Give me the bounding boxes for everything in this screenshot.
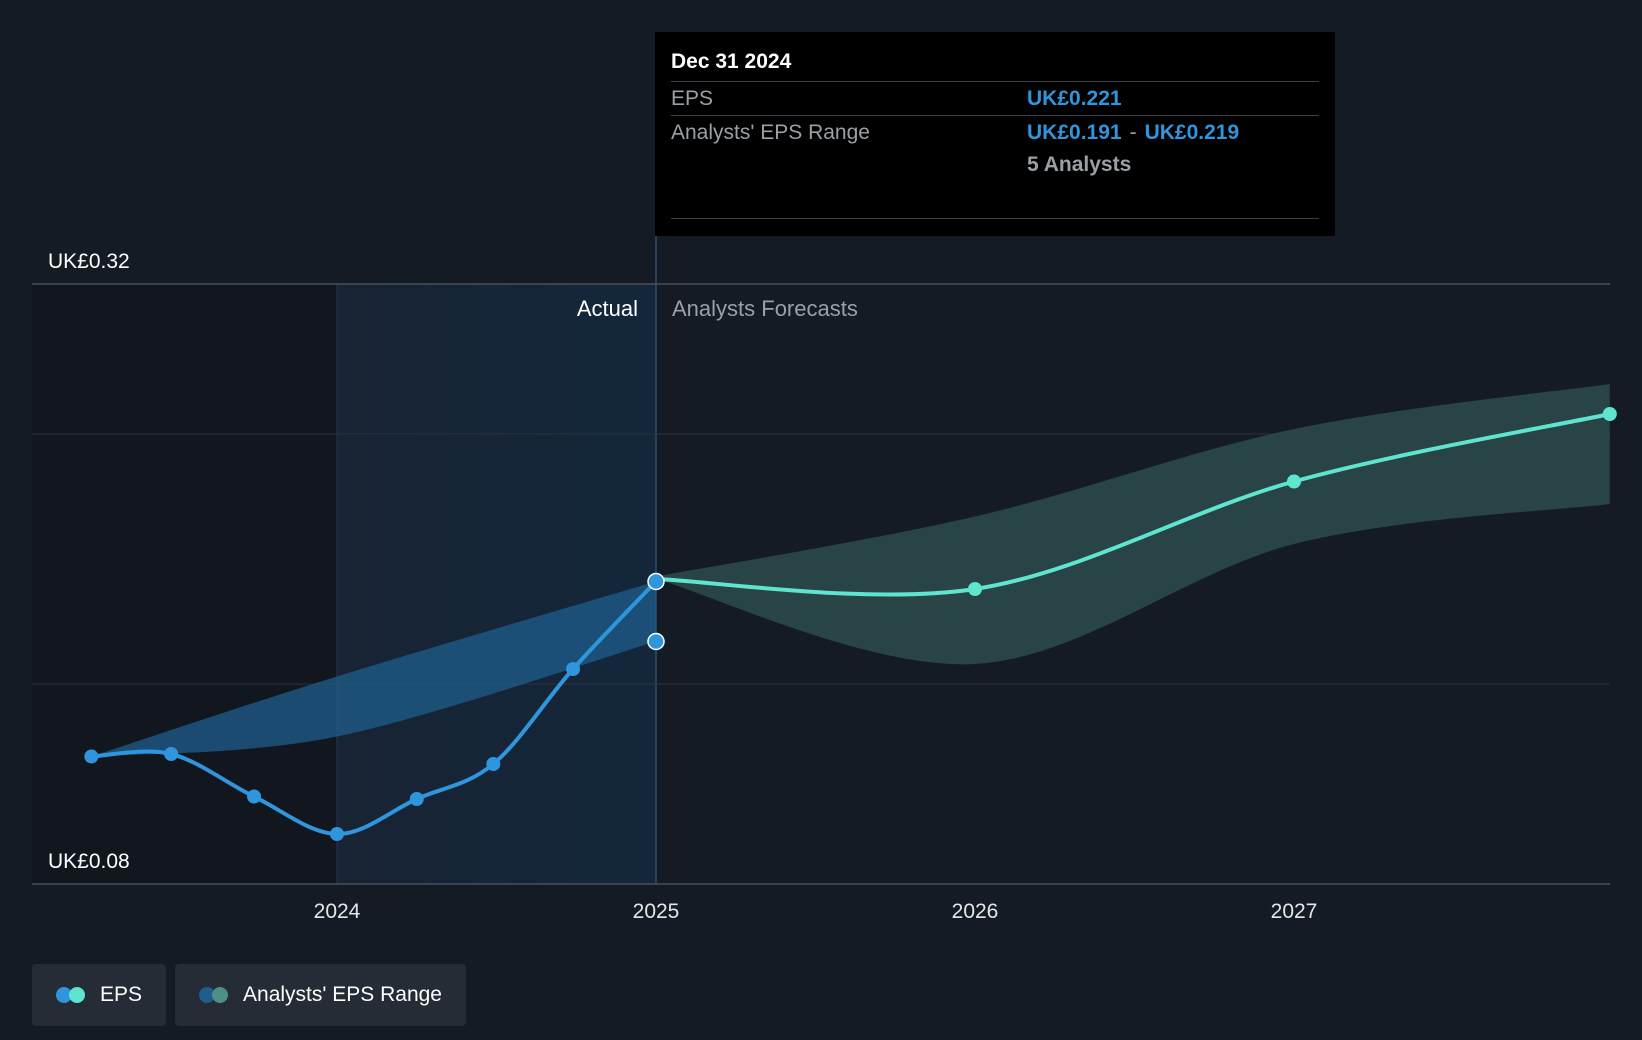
actual-eps-point xyxy=(647,572,665,591)
chart-background-layer xyxy=(32,236,657,884)
actual-eps-point xyxy=(84,749,99,764)
tooltip-range-label: Analysts' EPS Range xyxy=(671,120,870,144)
x-tick-label: 2024 xyxy=(314,900,361,923)
range-low-marker xyxy=(647,632,665,651)
tooltip-eps-label: EPS xyxy=(671,86,714,110)
forecast-eps-point xyxy=(1602,407,1617,421)
tooltip-eps-row: EPS UK£0.221 xyxy=(671,82,1319,116)
legend-eps-label: EPS xyxy=(100,983,143,1006)
tooltip-range-separator: - xyxy=(1129,120,1137,144)
x-tick-label: 2027 xyxy=(1271,900,1318,923)
actual-eps-point xyxy=(409,792,424,806)
x-tick-label: 2025 xyxy=(633,900,680,923)
legend-range-label: Analysts' EPS Range xyxy=(243,983,442,1006)
actual-period-shade xyxy=(337,284,656,884)
actual-eps-point xyxy=(247,789,262,804)
actual-range-band xyxy=(91,581,657,757)
forecast-eps-point xyxy=(968,582,982,596)
actual-eps-point xyxy=(330,827,344,841)
eps-tooltip: Dec 31 2024 EPS UK£0.221 Analysts' EPS R… xyxy=(655,32,1335,236)
forecast-range-band xyxy=(656,384,1610,665)
legend-eps-swatch xyxy=(56,987,86,1003)
chart-legend: EPS Analysts' EPS Range xyxy=(32,964,466,1026)
tooltip-range-high: UK£0.219 xyxy=(1144,120,1240,144)
x-tick-label: 2026 xyxy=(952,900,999,923)
actual-eps-point xyxy=(164,747,179,761)
forecast-eps-line xyxy=(654,412,1612,597)
legend-eps-range[interactable]: Analysts' EPS Range xyxy=(175,964,466,1026)
forecast-section-label: Analysts Forecasts xyxy=(672,296,858,321)
axis-labels: UK£0.32 UK£0.08 2024 2025 2026 2027 Actual Anal… xyxy=(48,250,1317,923)
legend-eps[interactable]: EPS xyxy=(32,964,167,1026)
actual-eps-point xyxy=(486,757,501,771)
tooltip-range-line: Analysts' EPS Range UK£0.191 - UK£0.219 xyxy=(671,116,1319,149)
tooltip-range-row: Analysts' EPS Range UK£0.191 - UK£0.219 … xyxy=(671,116,1319,177)
actual-section-label: Actual xyxy=(577,296,638,321)
forecast-eps-point xyxy=(1287,474,1301,489)
tooltip-date: Dec 31 2024 xyxy=(671,50,1319,82)
y-tick-label-bottom: UK£0.08 xyxy=(48,850,130,873)
pre-2024-shade xyxy=(32,284,337,884)
tooltip-analyst-count: 5 Analysts xyxy=(1027,153,1132,176)
actual-eps-point xyxy=(566,662,581,676)
tooltip-eps-value: UK£0.221 xyxy=(1027,86,1122,110)
legend-range-swatch xyxy=(199,987,229,1003)
tooltip-divider xyxy=(671,218,1319,219)
tooltip-range-low: UK£0.191 xyxy=(1027,120,1122,144)
y-tick-label-top: UK£0.32 xyxy=(48,250,130,273)
eps-points xyxy=(84,407,1617,841)
